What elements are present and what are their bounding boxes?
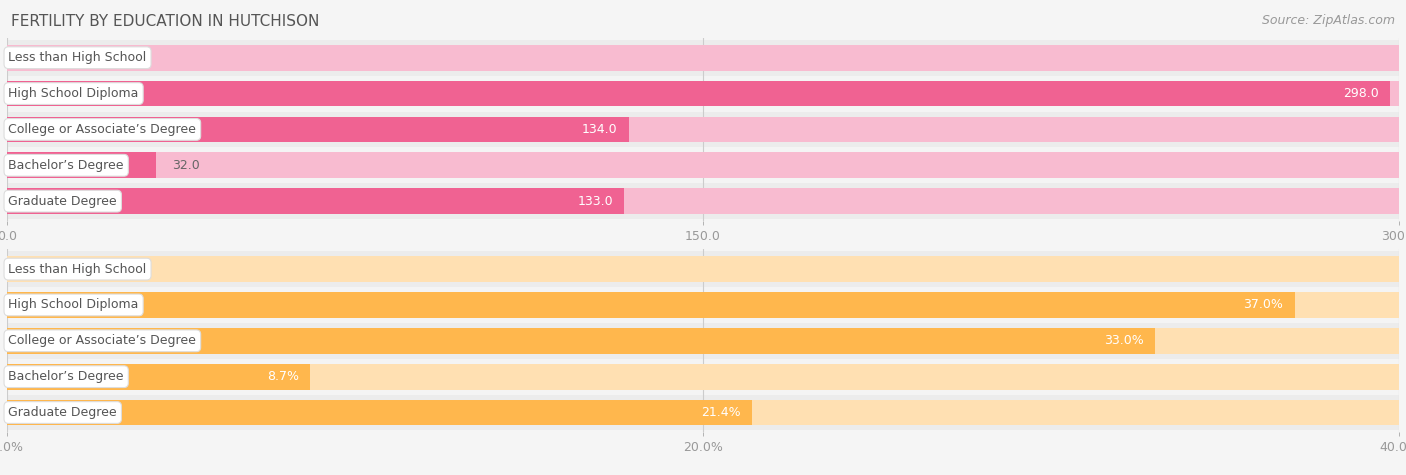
Bar bbox=[7, 364, 1399, 390]
Bar bbox=[7, 112, 1399, 147]
Text: High School Diploma: High School Diploma bbox=[8, 298, 139, 312]
Bar bbox=[7, 81, 1389, 106]
Text: 0.0%: 0.0% bbox=[24, 263, 56, 275]
Text: College or Associate’s Degree: College or Associate’s Degree bbox=[8, 334, 197, 347]
Bar bbox=[7, 292, 1295, 318]
Bar bbox=[7, 188, 624, 214]
Bar bbox=[7, 359, 1399, 395]
Bar bbox=[7, 183, 1399, 219]
Text: Graduate Degree: Graduate Degree bbox=[8, 195, 117, 208]
Bar bbox=[7, 40, 1399, 76]
Text: 8.7%: 8.7% bbox=[267, 370, 298, 383]
Text: 32.0: 32.0 bbox=[172, 159, 200, 172]
Text: 37.0%: 37.0% bbox=[1243, 298, 1284, 312]
Bar bbox=[7, 152, 156, 178]
Bar bbox=[7, 395, 1399, 430]
Text: Bachelor’s Degree: Bachelor’s Degree bbox=[8, 159, 124, 172]
Bar bbox=[7, 292, 1399, 318]
Text: Bachelor’s Degree: Bachelor’s Degree bbox=[8, 370, 124, 383]
Bar bbox=[7, 188, 1399, 214]
Bar bbox=[7, 152, 1399, 178]
Bar bbox=[7, 116, 1399, 142]
Text: 133.0: 133.0 bbox=[578, 195, 613, 208]
Text: 21.4%: 21.4% bbox=[702, 406, 741, 419]
Text: Source: ZipAtlas.com: Source: ZipAtlas.com bbox=[1261, 14, 1395, 27]
Text: 0.0: 0.0 bbox=[24, 51, 44, 64]
Text: 33.0%: 33.0% bbox=[1105, 334, 1144, 347]
Text: Less than High School: Less than High School bbox=[8, 51, 146, 64]
Text: Less than High School: Less than High School bbox=[8, 263, 146, 275]
Bar bbox=[7, 323, 1399, 359]
Bar bbox=[7, 399, 1399, 426]
Text: College or Associate’s Degree: College or Associate’s Degree bbox=[8, 123, 197, 136]
Text: Graduate Degree: Graduate Degree bbox=[8, 406, 117, 419]
Bar bbox=[7, 147, 1399, 183]
Bar bbox=[7, 287, 1399, 323]
Text: FERTILITY BY EDUCATION IN HUTCHISON: FERTILITY BY EDUCATION IN HUTCHISON bbox=[11, 14, 319, 29]
Bar bbox=[7, 81, 1399, 106]
Bar bbox=[7, 45, 1399, 71]
Bar bbox=[7, 116, 628, 142]
Text: High School Diploma: High School Diploma bbox=[8, 87, 139, 100]
Bar bbox=[7, 399, 752, 426]
Bar bbox=[7, 328, 1399, 354]
Bar bbox=[7, 328, 1156, 354]
Bar bbox=[7, 256, 1399, 282]
Text: 134.0: 134.0 bbox=[582, 123, 617, 136]
Text: 298.0: 298.0 bbox=[1343, 87, 1378, 100]
Bar bbox=[7, 251, 1399, 287]
Bar bbox=[7, 364, 309, 390]
Bar bbox=[7, 76, 1399, 112]
